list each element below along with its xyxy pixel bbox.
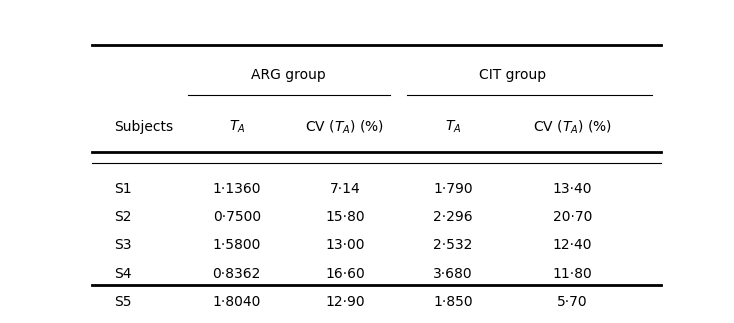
- Text: 11·80: 11·80: [553, 266, 592, 281]
- Text: 20·70: 20·70: [553, 210, 592, 224]
- Text: 16·60: 16·60: [325, 266, 365, 281]
- Text: S3: S3: [115, 238, 132, 253]
- Text: CV ($T_A$) (%): CV ($T_A$) (%): [533, 118, 612, 136]
- Text: 13·40: 13·40: [553, 182, 592, 196]
- Text: 1·8040: 1·8040: [213, 295, 261, 309]
- Text: $T_A$: $T_A$: [445, 119, 461, 135]
- Text: 1·1360: 1·1360: [213, 182, 261, 196]
- Text: S5: S5: [115, 295, 132, 309]
- Text: S1: S1: [115, 182, 132, 196]
- Text: 5·70: 5·70: [557, 295, 588, 309]
- Text: 1·790: 1·790: [433, 182, 473, 196]
- Text: 12·40: 12·40: [553, 238, 592, 253]
- Text: 15·80: 15·80: [325, 210, 365, 224]
- Text: ARG group: ARG group: [250, 68, 325, 82]
- Text: CIT group: CIT group: [479, 68, 546, 82]
- Text: 2·532: 2·532: [433, 238, 473, 253]
- Text: S2: S2: [115, 210, 132, 224]
- Text: 12·90: 12·90: [325, 295, 365, 309]
- Text: 3·680: 3·680: [433, 266, 473, 281]
- Text: 0·7500: 0·7500: [213, 210, 261, 224]
- Text: 1·5800: 1·5800: [213, 238, 261, 253]
- Text: 13·00: 13·00: [325, 238, 365, 253]
- Text: $T_A$: $T_A$: [228, 119, 245, 135]
- Text: 0·8362: 0·8362: [213, 266, 261, 281]
- Text: 1·850: 1·850: [433, 295, 473, 309]
- Text: 7·14: 7·14: [330, 182, 360, 196]
- Text: Subjects: Subjects: [115, 120, 174, 134]
- Text: S4: S4: [115, 266, 132, 281]
- Text: CV ($T_A$) (%): CV ($T_A$) (%): [305, 118, 385, 136]
- Text: 2·296: 2·296: [433, 210, 473, 224]
